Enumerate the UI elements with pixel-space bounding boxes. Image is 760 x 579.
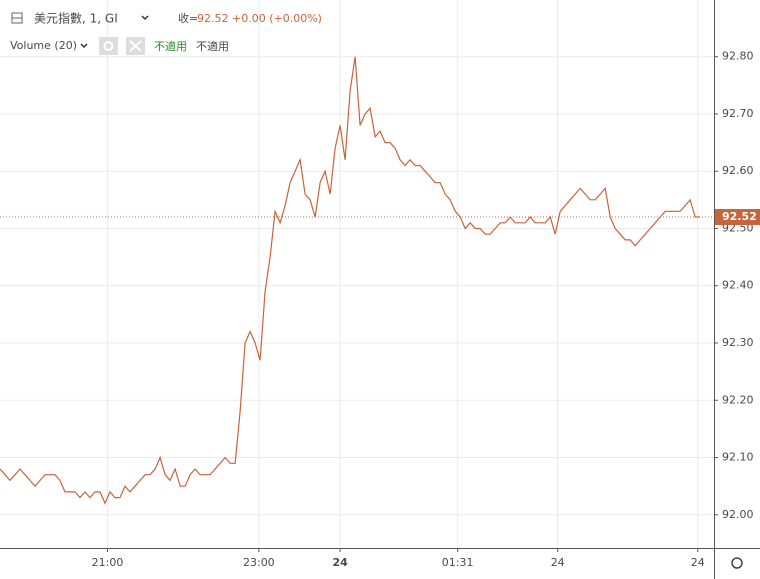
last-price-label: 92.52: [722, 210, 757, 223]
remove-icon: [129, 40, 142, 52]
settings-button[interactable]: [99, 37, 118, 55]
x-tick-label: 24: [332, 556, 348, 569]
y-tick-label: 92.40: [722, 279, 754, 292]
x-tick-label: 21:00: [92, 556, 124, 569]
x-tick-label: 24: [551, 556, 565, 569]
indicator-dropdown[interactable]: [80, 43, 88, 49]
y-tick-label: 92.20: [722, 393, 754, 406]
y-tick-label: 92.30: [722, 336, 754, 349]
x-tick-label: 01:31: [442, 556, 474, 569]
y-tick-label: 92.10: [722, 451, 754, 464]
close-label: 收=: [178, 11, 198, 25]
grid: [0, 0, 714, 548]
symbol-dropdown[interactable]: [141, 15, 149, 21]
y-tick-label: 92.70: [722, 107, 754, 120]
indicator-name[interactable]: Volume (20): [10, 39, 77, 52]
last-price-box: [715, 209, 760, 226]
y-tick-label: 92.80: [722, 50, 754, 63]
settings-icon: [103, 41, 114, 51]
close-value: 92.52: [197, 12, 229, 25]
plot: [0, 56, 714, 505]
x-tick-label: 24: [691, 556, 705, 569]
volume-value: 不適用: [154, 39, 187, 53]
price-line: [0, 56, 701, 505]
y-tick-label: 92.00: [722, 508, 754, 521]
y-tick-label: 92.60: [722, 164, 754, 177]
x-tick-label: 23:00: [243, 556, 275, 569]
chart-settings-icon[interactable]: [731, 557, 743, 569]
symbol[interactable]: 美元指數, 1, GI: [34, 11, 118, 26]
volume-ma: 不適用: [196, 39, 229, 53]
change: +0.00 (+0.00%): [232, 12, 322, 25]
